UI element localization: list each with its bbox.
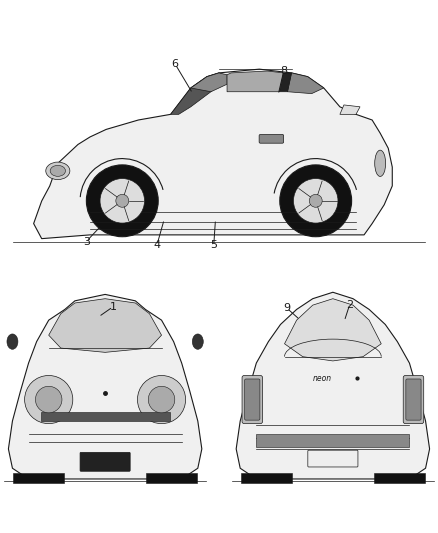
Polygon shape: [241, 473, 292, 483]
FancyBboxPatch shape: [242, 375, 262, 424]
Text: 4: 4: [153, 240, 160, 251]
Polygon shape: [191, 73, 227, 92]
Polygon shape: [227, 71, 287, 92]
Polygon shape: [279, 73, 292, 92]
Ellipse shape: [46, 162, 70, 180]
Polygon shape: [146, 473, 197, 483]
Ellipse shape: [7, 334, 18, 349]
Circle shape: [86, 165, 158, 237]
Polygon shape: [236, 292, 430, 479]
Text: 5: 5: [210, 240, 217, 251]
Ellipse shape: [374, 150, 385, 176]
Circle shape: [116, 195, 129, 207]
FancyBboxPatch shape: [80, 453, 130, 471]
Polygon shape: [285, 298, 381, 361]
Ellipse shape: [192, 334, 203, 349]
Text: 3: 3: [83, 237, 90, 247]
Ellipse shape: [50, 165, 66, 176]
FancyBboxPatch shape: [245, 379, 260, 420]
FancyBboxPatch shape: [259, 134, 284, 143]
Circle shape: [309, 195, 322, 207]
Polygon shape: [8, 294, 202, 479]
Polygon shape: [287, 73, 324, 94]
Circle shape: [148, 386, 175, 413]
Polygon shape: [171, 73, 227, 115]
Polygon shape: [13, 473, 64, 483]
Text: 9: 9: [283, 303, 290, 313]
Polygon shape: [34, 69, 392, 239]
Polygon shape: [49, 298, 162, 352]
FancyBboxPatch shape: [308, 450, 358, 467]
Circle shape: [100, 179, 145, 223]
Polygon shape: [256, 434, 410, 447]
Text: 2: 2: [346, 300, 353, 310]
Polygon shape: [41, 413, 170, 421]
Circle shape: [293, 179, 338, 223]
Circle shape: [25, 375, 73, 424]
Polygon shape: [340, 105, 360, 115]
FancyBboxPatch shape: [406, 379, 421, 420]
Text: 1: 1: [110, 302, 117, 312]
Circle shape: [280, 165, 352, 237]
Polygon shape: [374, 473, 425, 483]
FancyBboxPatch shape: [403, 375, 424, 424]
Text: 8: 8: [280, 66, 287, 76]
Circle shape: [138, 375, 186, 424]
Text: neon: neon: [313, 374, 332, 383]
Circle shape: [35, 386, 62, 413]
Text: 6: 6: [172, 59, 179, 69]
